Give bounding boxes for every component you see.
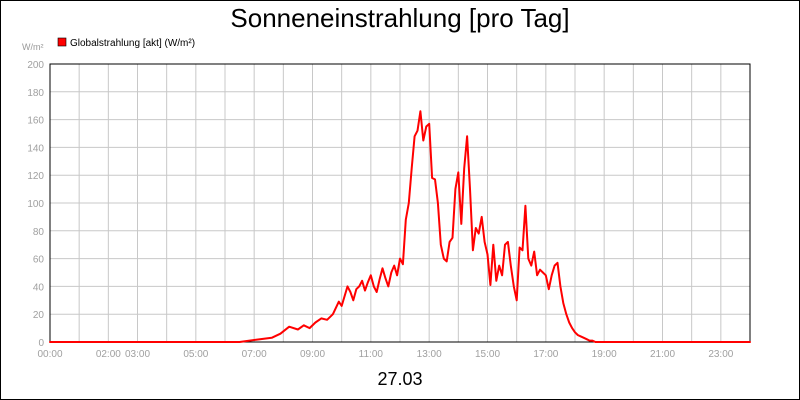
x-tick-label-7: 13:00 <box>417 349 442 360</box>
legend-swatch <box>57 37 67 47</box>
grid-layer <box>49 63 751 343</box>
y-tick-label-5: 100 <box>27 199 44 210</box>
y-tick-label-3: 60 <box>33 255 45 266</box>
x-tick-label-2: 03:00 <box>125 349 150 360</box>
y-tick-labels: 0 20 40 60 80 100 120 140 160 180 200 <box>27 60 44 349</box>
y-tick-label-7: 140 <box>27 143 44 154</box>
x-tick-label-4: 07:00 <box>242 349 267 360</box>
y-tick-label-6: 120 <box>27 171 44 182</box>
x-tick-labels: 00:00 02:00 03:00 05:00 07:00 09:00 11:00 13:00… <box>37 349 733 360</box>
x-tick-label-1: 02:00 <box>96 349 121 360</box>
x-tick-label-8: 15:00 <box>475 349 500 360</box>
y-axis-unit-label: W/m² <box>22 42 44 52</box>
x-tick-label-3: 05:00 <box>183 349 208 360</box>
series-line-0 <box>49 110 751 343</box>
x-tick-label-9: 17:00 <box>533 349 558 360</box>
legend-label: Globalstrahlung [akt] (W/m²) <box>70 38 195 49</box>
y-tick-label-8: 160 <box>27 116 44 127</box>
plot-area <box>49 63 751 343</box>
x-tick-label-12: 23:00 <box>708 349 733 360</box>
x-tick-label-0: 00:00 <box>37 349 62 360</box>
x-tick-label-10: 19:00 <box>592 349 617 360</box>
chart-title: Sonneneinstrahlung [pro Tag] <box>230 3 569 33</box>
y-tick-label-4: 80 <box>33 227 45 238</box>
y-tick-label-2: 40 <box>33 282 45 293</box>
y-tick-label-0: 0 <box>38 338 44 349</box>
date-label: 27.03 <box>377 369 422 389</box>
x-tick-label-5: 09:00 <box>300 349 325 360</box>
x-tick-label-6: 11:00 <box>359 349 384 360</box>
y-tick-label-10: 200 <box>27 60 44 71</box>
y-tick-label-9: 180 <box>27 88 44 99</box>
y-tick-label-1: 20 <box>33 310 45 321</box>
series-layer <box>49 110 751 343</box>
x-tick-label-11: 21:00 <box>650 349 675 360</box>
